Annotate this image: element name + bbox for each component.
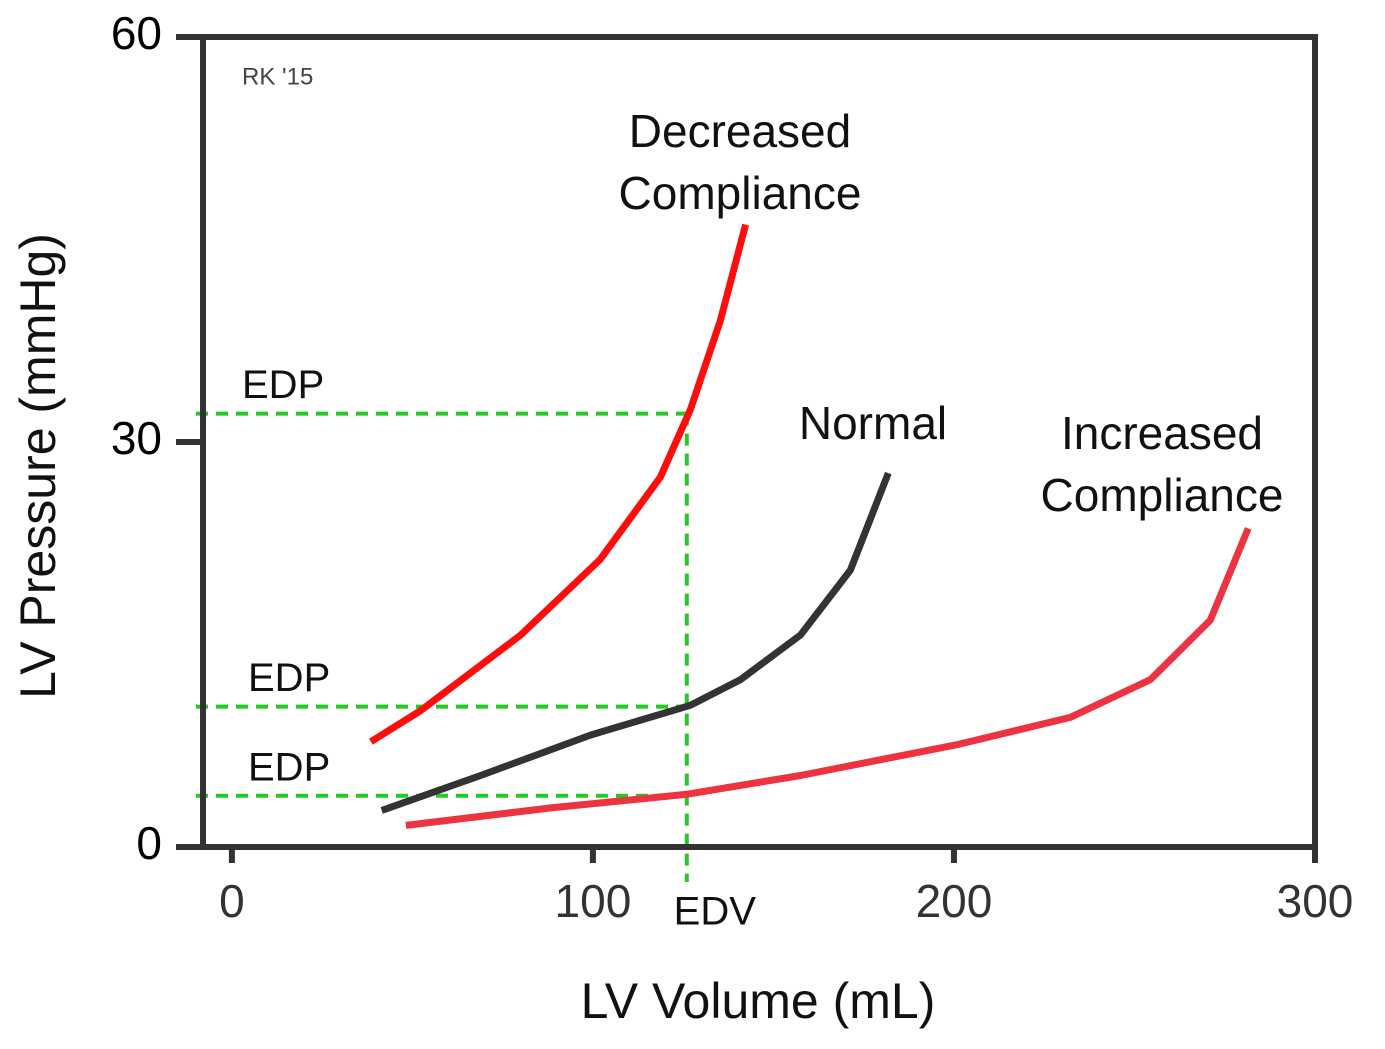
x-tick-label: 200 (916, 875, 993, 927)
series-label: Normal (798, 397, 948, 449)
series-label: Decreased Compliance (618, 105, 862, 219)
series-line (380, 471, 892, 814)
edv-label: EDV (674, 890, 757, 934)
y-tick-label: 60 (111, 7, 162, 59)
edp-label: EDP (248, 656, 330, 700)
x-tick-label: 0 (219, 875, 245, 927)
edp-label: EDP (248, 745, 330, 789)
series-line (405, 527, 1252, 829)
y-tick-label: 0 (136, 817, 162, 869)
credit: RK '15 (242, 63, 313, 90)
series-label: Increased Compliance (1040, 407, 1284, 521)
x-tick-label: 100 (555, 875, 632, 927)
y-axis-title: LV Pressure (mmHg) (10, 233, 66, 699)
y-tick-label: 30 (111, 412, 162, 464)
edp-label: EDP (242, 363, 324, 407)
series-line (369, 223, 749, 745)
x-axis-title: LV Volume (mL) (581, 973, 936, 1029)
x-tick-label: 300 (1277, 875, 1354, 927)
